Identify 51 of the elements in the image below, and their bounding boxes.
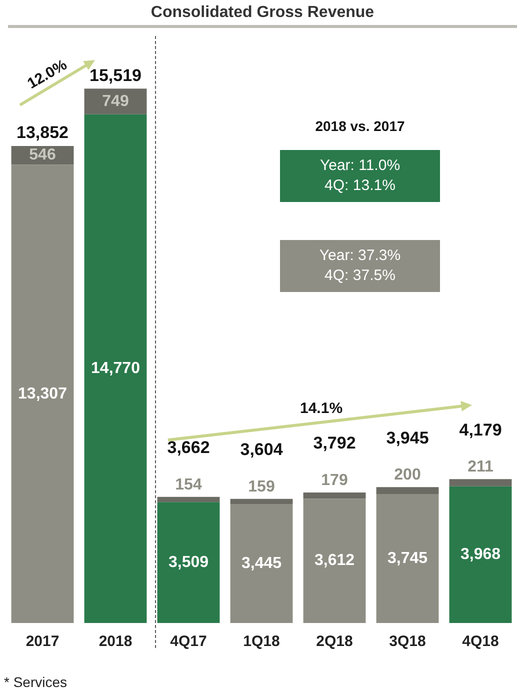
bar: [303, 492, 366, 499]
annotation: Year: 37.3%: [318, 246, 402, 266]
bar: [11, 164, 74, 623]
data-label: 13,307: [18, 385, 68, 402]
data-label: 3,745: [387, 550, 428, 567]
annotation: 4Q: 37.5%: [324, 266, 396, 286]
bar: [230, 504, 293, 623]
bar: [157, 496, 220, 502]
x-tick-label: 3Q18: [389, 633, 426, 650]
data-label: 211: [468, 458, 494, 476]
data-label: 3,445: [241, 555, 282, 572]
total-label: 3,604: [240, 440, 284, 460]
info-box: Year: 11.0% 4Q: 13.1%: [280, 150, 440, 202]
total-label: 15,519: [90, 66, 142, 85]
x-tick-label: 2018: [98, 633, 132, 650]
x-tick-label: 4Q17: [170, 633, 207, 650]
data-label: 3,968: [460, 546, 501, 564]
data-label: 3,612: [314, 552, 355, 570]
data-label: 179: [321, 472, 348, 489]
annotation: 4Q: 13.1%: [324, 176, 396, 196]
data-label: 749: [102, 92, 129, 110]
x-tick-label: 2017: [26, 633, 60, 650]
bar: [376, 487, 439, 494]
bar: [449, 479, 512, 486]
total-label: 3,662: [167, 438, 210, 458]
total-label: 4,179: [459, 420, 502, 440]
annotation: 14.1%: [300, 400, 343, 417]
chart-title: Consolidated Gross Revenue: [8, 4, 517, 28]
bar: [230, 498, 293, 504]
info-box: Year: 37.3% 4Q: 37.5%: [280, 240, 440, 292]
data-label: 154: [175, 476, 202, 494]
data-label: 546: [29, 146, 56, 164]
annotation: 2018 vs. 2017: [314, 118, 406, 134]
bar: [157, 502, 220, 623]
bar: [376, 494, 439, 623]
annotation: Year: 11.0%: [318, 156, 402, 176]
total-label: 3,792: [313, 434, 356, 453]
data-label: 159: [248, 478, 275, 496]
bar: [303, 498, 366, 623]
total-label: 3,945: [386, 428, 429, 448]
bar: [449, 486, 512, 623]
data-label: 200: [394, 466, 421, 484]
text: * Services: [4, 674, 68, 690]
bar: [84, 114, 147, 623]
data-label: 14,770: [91, 360, 140, 378]
bar: [84, 88, 147, 114]
data-label: 3,509: [168, 554, 209, 571]
x-tick-label: 1Q18: [243, 633, 280, 650]
x-tick-label: 4Q18: [462, 633, 499, 650]
total-label: 13,852: [16, 123, 68, 142]
x-tick-label: 2Q18: [316, 633, 353, 650]
